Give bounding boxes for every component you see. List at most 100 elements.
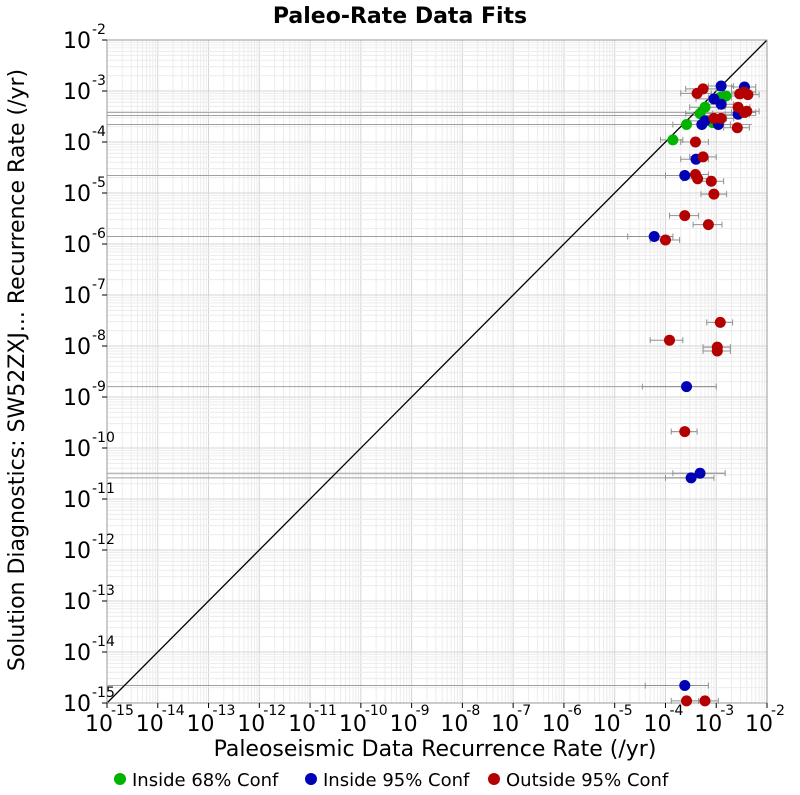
legend-label: Outside 95% Conf xyxy=(506,770,669,791)
x-tick-exponent: -15 xyxy=(111,703,134,719)
x-tick-label: 10 xyxy=(542,712,570,737)
data-point xyxy=(681,381,693,393)
data-point xyxy=(696,119,708,131)
data-point xyxy=(689,136,701,148)
y-tick-exponent: -8 xyxy=(92,328,106,344)
reference-line-y-equals-x xyxy=(106,39,768,704)
data-point xyxy=(699,695,711,707)
y-tick-label: 10 xyxy=(63,692,91,717)
data-point xyxy=(681,119,693,131)
x-tick-exponent: -14 xyxy=(162,703,185,719)
legend: Inside 68% Conf Inside 95% Conf Outside 95… xyxy=(114,770,669,791)
y-tick-label: 10 xyxy=(63,335,91,360)
legend-marker xyxy=(114,773,126,785)
y-tick-exponent: -14 xyxy=(92,634,115,650)
data-point xyxy=(708,188,720,200)
x-tick-exponent: -5 xyxy=(619,703,633,719)
x-tick-label: 10 xyxy=(593,712,621,737)
y-tick-exponent: -13 xyxy=(92,583,115,599)
y-tick-exponent: -10 xyxy=(92,430,115,446)
x-axis-label: Paleoseismic Data Recurrence Rate (/yr) xyxy=(214,737,657,762)
y-tick-label: 10 xyxy=(63,539,91,564)
y-tick-label: 10 xyxy=(63,182,91,207)
y-tick-label: 10 xyxy=(63,80,91,105)
data-point xyxy=(697,151,709,163)
x-tick-label: 10 xyxy=(187,712,215,737)
data-point xyxy=(648,231,660,243)
data-point xyxy=(692,173,704,185)
data-point xyxy=(679,170,691,182)
x-tick-label: 10 xyxy=(390,712,418,737)
y-tick-exponent: -9 xyxy=(92,379,106,395)
data-point xyxy=(679,426,691,438)
data-point xyxy=(734,88,746,100)
y-tick-exponent: -12 xyxy=(92,532,115,548)
x-tick-exponent: -13 xyxy=(213,703,236,719)
y-tick-label: 10 xyxy=(63,488,91,513)
y-tick-label: 10 xyxy=(63,641,91,666)
x-tick-label: 10 xyxy=(643,712,671,737)
x-tick-label: 10 xyxy=(288,712,316,737)
x-tick-exponent: -10 xyxy=(365,703,388,719)
legend-label: Inside 95% Conf xyxy=(323,770,470,791)
x-tick-exponent: -6 xyxy=(568,703,582,719)
data-point xyxy=(711,345,723,357)
y-tick-exponent: -7 xyxy=(92,277,106,293)
data-point xyxy=(715,80,727,92)
y-tick-exponent: -6 xyxy=(92,226,106,242)
data-point xyxy=(705,175,717,187)
data-point xyxy=(714,316,726,328)
x-axis-ticks: 10-1510-1410-1310-1210-1110-1010-910-810… xyxy=(85,703,785,737)
y-tick-exponent: -5 xyxy=(92,175,106,191)
y-tick-exponent: -15 xyxy=(92,685,115,701)
chart-title: Paleo-Rate Data Fits xyxy=(273,4,527,29)
x-tick-exponent: -4 xyxy=(669,703,683,719)
x-tick-label: 10 xyxy=(85,712,113,737)
x-tick-label: 10 xyxy=(136,712,164,737)
data-point xyxy=(731,122,743,134)
data-point xyxy=(742,89,754,101)
y-tick-label: 10 xyxy=(63,29,91,54)
data-points xyxy=(648,80,754,707)
data-point xyxy=(679,210,691,222)
legend-marker xyxy=(305,773,317,785)
x-tick-label: 10 xyxy=(237,712,265,737)
y-tick-label: 10 xyxy=(63,386,91,411)
y-axis-label: Solution Diagnostics: SW52ZXJ... Recurre… xyxy=(5,69,30,671)
data-point xyxy=(691,87,703,99)
data-point xyxy=(679,680,691,692)
y-axis-ticks: 10-1510-1410-1310-1210-1110-1010-910-810… xyxy=(63,22,115,717)
data-point xyxy=(720,90,732,102)
x-tick-exponent: -7 xyxy=(517,703,531,719)
plot-frame xyxy=(106,39,768,704)
data-point xyxy=(694,467,706,479)
data-point xyxy=(715,112,727,124)
y-tick-label: 10 xyxy=(63,437,91,462)
y-tick-exponent: -11 xyxy=(92,481,115,497)
y-tick-label: 10 xyxy=(63,590,91,615)
data-point xyxy=(667,134,679,146)
y-tick-label: 10 xyxy=(63,131,91,156)
data-point xyxy=(663,334,675,346)
x-tick-label: 10 xyxy=(694,712,722,737)
data-point xyxy=(685,472,697,484)
y-tick-exponent: -3 xyxy=(92,73,106,89)
y-tick-label: 10 xyxy=(63,233,91,258)
x-tick-label: 10 xyxy=(745,712,773,737)
y-tick-label: 10 xyxy=(63,284,91,309)
x-tick-exponent: -9 xyxy=(416,703,430,719)
data-point xyxy=(715,98,727,110)
legend-label: Inside 68% Conf xyxy=(132,770,279,791)
x-tick-exponent: -2 xyxy=(771,703,785,719)
y-tick-exponent: -4 xyxy=(92,124,106,140)
x-tick-exponent: -12 xyxy=(263,703,286,719)
x-tick-label: 10 xyxy=(491,712,519,737)
x-tick-exponent: -8 xyxy=(466,703,480,719)
legend-marker xyxy=(488,773,500,785)
y-tick-exponent: -2 xyxy=(92,22,106,38)
data-point xyxy=(702,219,714,231)
data-point xyxy=(659,234,671,246)
x-tick-label: 10 xyxy=(440,712,468,737)
data-point xyxy=(681,695,693,707)
